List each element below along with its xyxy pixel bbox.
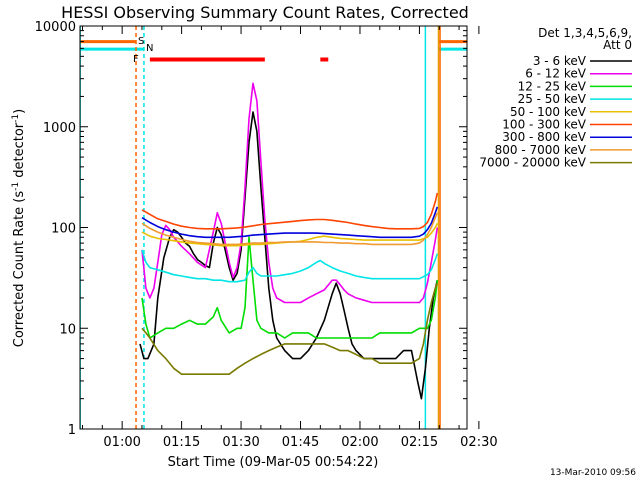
- legend-label: 50 - 100 keV: [510, 105, 587, 119]
- legend-label: 300 - 800 keV: [502, 130, 586, 144]
- annotations-layer: [80, 26, 467, 429]
- y-tick-label: 10: [59, 322, 76, 337]
- x-tick-label: 02:30: [460, 435, 497, 450]
- footer-timestamp: 13-Mar-2010 09:56: [550, 468, 636, 478]
- series-line-9: [141, 282, 439, 376]
- legend-label: 7000 - 20000 keV: [479, 156, 586, 170]
- x-tick-label: 01:30: [222, 435, 259, 450]
- series-line-7: [141, 206, 439, 239]
- legend-label: 12 - 25 keV: [518, 79, 587, 93]
- legend-header-2: Att 0: [603, 38, 632, 52]
- x-tick-label: 02:15: [401, 435, 438, 450]
- series-line-6: [141, 192, 439, 230]
- flag-labels: SNF: [133, 36, 153, 65]
- y-axis-label-sup2: -1: [11, 114, 21, 123]
- flag-label-s: S: [138, 36, 144, 47]
- x-tick-label: 01:15: [163, 435, 200, 450]
- legend-label: 25 - 50 keV: [518, 92, 587, 106]
- legend-header-1: Det 1,3,4,5,6,9,: [538, 26, 632, 40]
- y-axis-label-main: Corrected Count Rate (s: [12, 191, 27, 348]
- y-axis-label: Corrected Count Rate (s-1 detector-1): [11, 109, 27, 347]
- series-line-2: [141, 82, 439, 304]
- series-line-3: [141, 236, 439, 339]
- x-tick-label: 01:45: [282, 435, 319, 450]
- series-line-4: [141, 249, 439, 283]
- legend-label: 100 - 300 keV: [502, 118, 586, 132]
- y-axis-label-mid: detector: [12, 122, 27, 182]
- flag-label-f: F: [133, 54, 139, 65]
- series-line-8: [141, 212, 439, 246]
- y-tick-label: 1: [68, 423, 76, 438]
- flag-label-n: N: [146, 43, 153, 54]
- y-tick-label: 10000: [35, 20, 76, 35]
- y-axis-label-end: ): [12, 109, 27, 114]
- series-layer: [139, 82, 439, 400]
- chart-title: HESSI Observing Summary Count Rates, Cor…: [61, 3, 469, 22]
- legend-label: 800 - 7000 keV: [495, 143, 587, 157]
- plot-frame: [79, 25, 468, 430]
- series-line-1: [139, 111, 439, 400]
- y-tick-label: 1000: [43, 121, 76, 136]
- x-tick-label: 01:00: [103, 435, 140, 450]
- x-axis: 01:00 01:15 01:30 01:45 02:00 02:15 02:30: [82, 26, 498, 450]
- y-axis-label-sup1: -1: [11, 182, 21, 191]
- legend-label: 6 - 12 keV: [525, 67, 587, 81]
- y-axis: 1 10 100 1000 10000: [35, 20, 467, 438]
- x-tick-label: 02:00: [341, 435, 378, 450]
- x-axis-label: Start Time (09-Mar-05 00:54:22): [168, 455, 379, 470]
- legend-label: 3 - 6 keV: [533, 54, 587, 68]
- y-tick-label: 100: [51, 222, 76, 237]
